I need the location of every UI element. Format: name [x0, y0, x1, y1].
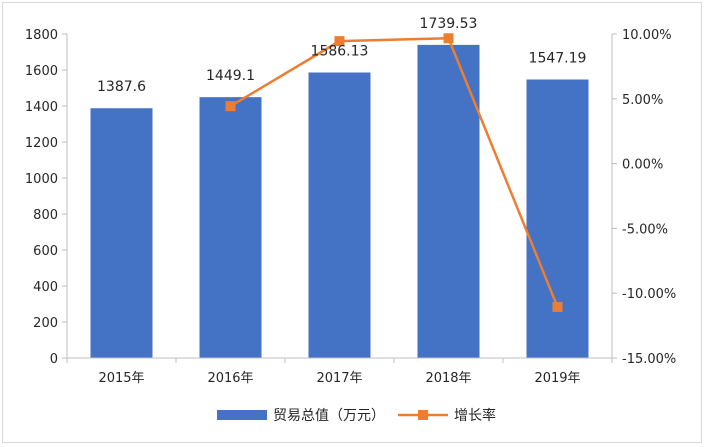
x-axis-tick-label: 2016年	[207, 371, 253, 386]
x-axis-tick-label: 2017年	[316, 371, 362, 386]
left-axis-tick-label: 1600	[25, 64, 58, 79]
bar-data-label: 1547.19	[529, 51, 587, 67]
right-axis-tick-label: -15.00%	[622, 352, 676, 367]
right-axis-tick-label: 5.00%	[622, 93, 663, 108]
growth-point-marker	[225, 101, 236, 112]
growth-point-marker	[443, 33, 454, 44]
left-y-axis: 0 200 400 600 800 1000 1200 1400 1600 1800	[25, 28, 68, 367]
right-axis-tick-label: -10.00%	[622, 287, 676, 302]
line-series: 1387.6 1449.1 1586.13 1739.53 1547.19	[97, 16, 586, 312]
bar	[417, 44, 480, 358]
bar	[199, 97, 262, 359]
left-axis-tick-label: 800	[33, 208, 58, 223]
legend-swatch-bar	[217, 410, 267, 420]
left-axis-tick-label: 200	[33, 316, 58, 331]
bar	[90, 108, 153, 359]
bar-series	[90, 44, 589, 359]
x-axis: 2015年 2016年 2017年 2018年 2019年	[66, 357, 613, 386]
legend-label-line: 增长率	[454, 407, 496, 424]
right-axis-tick-label: -5.00%	[622, 222, 668, 237]
left-axis-tick-label: 600	[33, 244, 58, 259]
left-axis-tick-label: 0	[50, 352, 58, 367]
left-axis-tick-label: 400	[33, 280, 58, 295]
growth-line	[229, 37, 559, 308]
legend-swatch-marker	[418, 410, 428, 420]
bar-data-label: 1739.53	[420, 16, 478, 32]
left-axis-tick-label: 1000	[25, 172, 58, 187]
growth-point-marker	[552, 301, 563, 312]
growth-point-marker	[334, 36, 345, 47]
legend-label-bar: 贸易总值（万元）	[273, 408, 385, 424]
x-axis-tick-label: 2019年	[534, 371, 580, 386]
legend: 贸易总值（万元） 增长率	[217, 407, 496, 424]
right-y-axis: -15.00% -10.00% -5.00% 0.00% 5.00% 10.00%	[611, 28, 676, 367]
bar-data-label: 1586.13	[311, 43, 369, 59]
left-axis-tick-label: 1200	[25, 136, 58, 151]
x-axis-tick-label: 2018年	[425, 371, 471, 386]
bar	[526, 79, 589, 358]
right-axis-tick-label: 0.00%	[622, 158, 663, 173]
right-axis-tick-label: 10.00%	[622, 28, 672, 43]
left-axis-tick-label: 1800	[25, 28, 58, 43]
bar-data-label: 1387.6	[97, 79, 146, 95]
bar-data-label: 1449.1	[206, 68, 255, 84]
bar	[308, 72, 371, 359]
x-axis-tick-label: 2015年	[98, 371, 144, 386]
left-axis-tick-label: 1400	[25, 100, 58, 115]
